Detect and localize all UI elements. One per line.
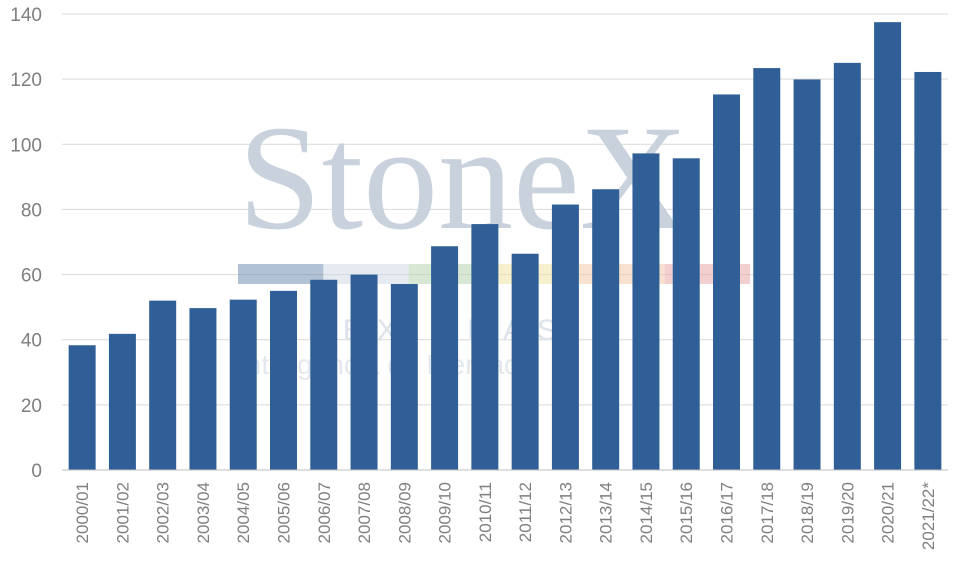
y-tick-label: 60 xyxy=(21,266,42,287)
x-tick-label: 2013/14 xyxy=(597,482,616,543)
bar xyxy=(511,253,539,470)
x-tick-label: 2017/18 xyxy=(758,482,777,543)
y-tick-label: 40 xyxy=(21,331,42,352)
bar xyxy=(229,299,257,470)
bar xyxy=(471,224,499,470)
bar xyxy=(310,279,338,470)
x-tick-label: 2016/17 xyxy=(718,482,737,543)
x-tick-label: 2018/19 xyxy=(798,482,817,543)
x-tick-label: 2011/12 xyxy=(516,482,535,542)
bar xyxy=(833,62,861,470)
bar xyxy=(874,22,902,471)
bar xyxy=(753,68,781,470)
x-axis-ticks: 2000/01 2001/02 2002/03 2003/04 2004/05 2005/… xyxy=(73,482,938,550)
y-axis-ticks: 0 20 40 60 80 100 120 140 xyxy=(10,5,42,482)
bar xyxy=(793,79,821,471)
bar xyxy=(390,284,418,470)
bar xyxy=(632,153,660,471)
x-tick-label: 2003/04 xyxy=(194,482,213,543)
x-tick-label: 2005/06 xyxy=(275,482,294,543)
bar xyxy=(108,333,136,470)
y-tick-label: 100 xyxy=(10,135,42,156)
x-tick-label: 2000/01 xyxy=(73,482,92,543)
bar xyxy=(68,345,96,470)
bar xyxy=(672,158,700,470)
watermark-stripe-segment xyxy=(323,264,409,284)
x-tick-label: 2020/21 xyxy=(879,482,898,543)
x-tick-label: 2021/22* xyxy=(919,482,938,550)
x-tick-label: 2008/09 xyxy=(395,482,414,543)
bar xyxy=(592,189,620,470)
x-tick-label: 2007/08 xyxy=(355,482,374,543)
bar xyxy=(914,71,942,470)
y-tick-label: 80 xyxy=(21,200,42,221)
x-tick-label: 2002/03 xyxy=(154,482,173,543)
bar xyxy=(189,308,217,470)
y-tick-label: 120 xyxy=(10,70,42,91)
y-tick-label: 20 xyxy=(21,396,42,417)
bar xyxy=(149,300,177,470)
x-tick-label: 2010/11 xyxy=(476,482,495,542)
bar xyxy=(713,94,740,471)
bar xyxy=(431,246,459,470)
bars xyxy=(68,22,942,471)
x-tick-label: 2014/15 xyxy=(637,482,656,543)
bar xyxy=(350,274,378,470)
x-tick-label: 2009/10 xyxy=(436,482,455,543)
x-tick-label: 2006/07 xyxy=(315,482,334,543)
watermark-line1: TONEX BRASIL xyxy=(238,314,624,347)
x-tick-label: 2001/02 xyxy=(113,482,132,543)
bar xyxy=(270,290,297,470)
watermark-brand: StoneX xyxy=(238,95,688,261)
y-tick-label: 0 xyxy=(31,461,42,482)
x-tick-label: 2004/05 xyxy=(234,482,253,543)
x-tick-label: 2012/13 xyxy=(556,482,575,543)
bar xyxy=(551,204,579,471)
y-tick-label: 140 xyxy=(10,5,42,26)
watermark-stripe-segment xyxy=(238,264,324,284)
x-tick-label: 2019/20 xyxy=(838,482,857,543)
x-tick-label: 2015/16 xyxy=(677,482,696,543)
